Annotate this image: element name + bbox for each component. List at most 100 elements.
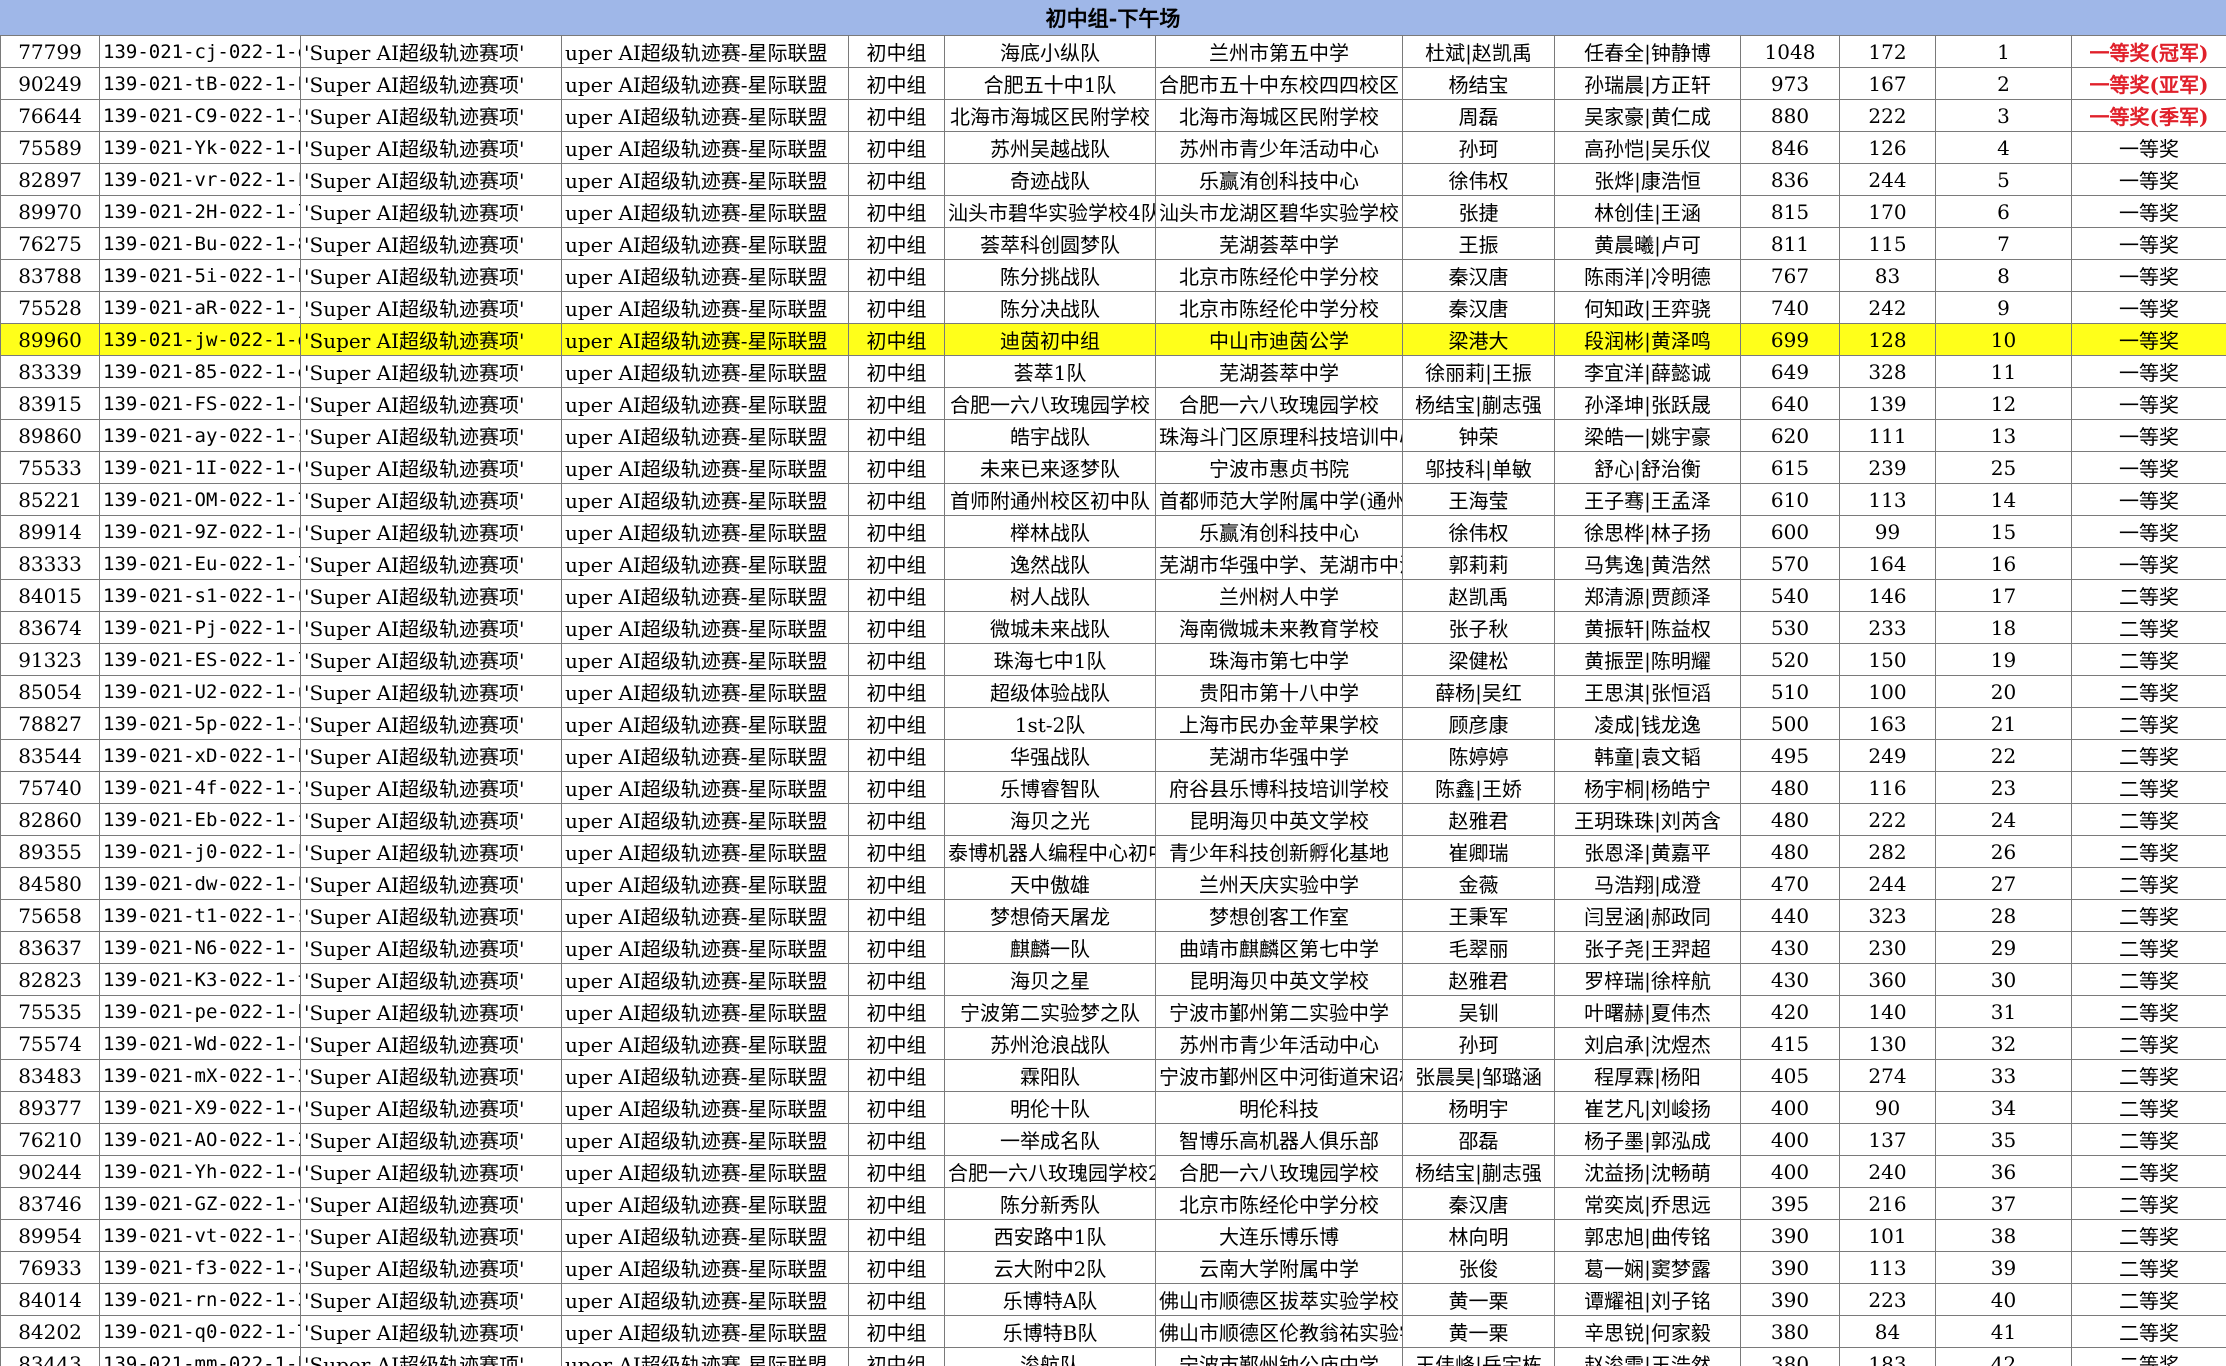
cell-team-name[interactable]: 奇迹战队 [944,163,1156,196]
cell-score[interactable]: 380 [1740,1347,1840,1366]
cell-event-name[interactable]: 'Super AI超级轨迹赛项' [300,419,562,452]
table-row[interactable]: 89960 139-021-jw-022-1-d 'Super AI超级轨迹赛项' u… [0,323,2226,356]
cell-score[interactable]: 400 [1740,1123,1840,1156]
cell-entry-id[interactable]: 89960 [0,323,100,356]
cell-event-category[interactable]: uper AI超级轨迹赛-星际联盟 [561,1251,849,1284]
cell-group[interactable]: 初中组 [848,195,945,228]
cell-members[interactable]: 孙泽坤|张跃晟 [1554,387,1741,420]
cell-event-name[interactable]: 'Super AI超级轨迹赛项' [300,355,562,388]
cell-event-name[interactable]: 'Super AI超级轨迹赛项' [300,1347,562,1366]
cell-registration-code[interactable]: 139-021-U2-022-1-u [99,675,301,708]
cell-event-name[interactable]: 'Super AI超级轨迹赛项' [300,611,562,644]
cell-registration-code[interactable]: 139-021-K3-022-1-t [99,963,301,996]
cell-time[interactable]: 167 [1839,67,1936,100]
cell-event-category[interactable]: uper AI超级轨迹赛-星际联盟 [561,675,849,708]
cell-score[interactable]: 430 [1740,931,1840,964]
cell-score[interactable]: 420 [1740,995,1840,1028]
cell-coach[interactable]: 张捷 [1402,195,1555,228]
cell-registration-code[interactable]: 139-021-FS-022-1-h [99,387,301,420]
cell-entry-id[interactable]: 75528 [0,291,100,324]
cell-time[interactable]: 128 [1839,323,1936,356]
cell-members[interactable]: 程厚霖|杨阳 [1554,1059,1741,1092]
cell-team-name[interactable]: 华强战队 [944,739,1156,772]
cell-registration-code[interactable]: 139-021-Pj-022-1-h [99,611,301,644]
cell-registration-code[interactable]: 139-021-GZ-022-1-v [99,1187,301,1220]
cell-event-name[interactable]: 'Super AI超级轨迹赛项' [300,1027,562,1060]
cell-registration-code[interactable]: 139-021-vt-022-1-s [99,1219,301,1252]
cell-event-name[interactable]: 'Super AI超级轨迹赛项' [300,131,562,164]
cell-coach[interactable]: 秦汉唐 [1402,1187,1555,1220]
cell-award[interactable]: 一等奖 [2071,195,2226,228]
cell-entry-id[interactable]: 75658 [0,899,100,932]
cell-members[interactable]: 吴家豪|黄仁成 [1554,99,1741,132]
cell-event-category[interactable]: uper AI超级轨迹赛-星际联盟 [561,739,849,772]
cell-time[interactable]: 222 [1839,99,1936,132]
cell-rank[interactable]: 7 [1935,227,2072,260]
cell-school[interactable]: 府谷县乐博科技培训学校 [1155,771,1403,804]
cell-team-name[interactable]: 合肥五十中1队 [944,67,1156,100]
cell-award[interactable]: 二等奖 [2071,1283,2226,1316]
cell-time[interactable]: 170 [1839,195,1936,228]
cell-registration-code[interactable]: 139-021-mX-022-1-3 [99,1059,301,1092]
cell-time[interactable]: 222 [1839,803,1936,836]
cell-members[interactable]: 马隽逸|黄浩然 [1554,547,1741,580]
cell-school[interactable]: 昆明海贝中英文学校 [1155,963,1403,996]
cell-members[interactable]: 梁皓一|姚宇豪 [1554,419,1741,452]
table-row[interactable]: 83333 139-021-Eu-022-1-l 'Super AI超级轨迹赛项' u… [0,547,2226,580]
cell-coach[interactable]: 邵磊 [1402,1123,1555,1156]
table-row[interactable]: 76275 139-021-Bu-022-1-8 'Super AI超级轨迹赛项' u… [0,227,2226,260]
cell-entry-id[interactable]: 82897 [0,163,100,196]
cell-event-category[interactable]: uper AI超级轨迹赛-星际联盟 [561,579,849,612]
cell-rank[interactable]: 34 [1935,1091,2072,1124]
cell-score[interactable]: 480 [1740,835,1840,868]
cell-group[interactable]: 初中组 [848,643,945,676]
table-row[interactable]: 89914 139-021-9Z-022-1-n 'Super AI超级轨迹赛项' u… [0,515,2226,548]
cell-event-category[interactable]: uper AI超级轨迹赛-星际联盟 [561,355,849,388]
cell-award[interactable]: 二等奖 [2071,739,2226,772]
cell-rank[interactable]: 29 [1935,931,2072,964]
cell-score[interactable]: 520 [1740,643,1840,676]
table-row[interactable]: 89377 139-021-X9-022-1-q 'Super AI超级轨迹赛项' u… [0,1091,2226,1124]
cell-time[interactable]: 84 [1839,1315,1936,1348]
table-row[interactable]: 84015 139-021-s1-022-1-u 'Super AI超级轨迹赛项' u… [0,579,2226,612]
cell-event-name[interactable]: 'Super AI超级轨迹赛项' [300,835,562,868]
cell-event-name[interactable]: 'Super AI超级轨迹赛项' [300,323,562,356]
cell-event-name[interactable]: 'Super AI超级轨迹赛项' [300,739,562,772]
cell-team-name[interactable]: 荟萃1队 [944,355,1156,388]
cell-registration-code[interactable]: 139-021-X9-022-1-q [99,1091,301,1124]
cell-score[interactable]: 615 [1740,451,1840,484]
cell-award[interactable]: 二等奖 [2071,771,2226,804]
cell-coach[interactable]: 梁港大 [1402,323,1555,356]
cell-school[interactable]: 合肥市五十中东校四四校区 [1155,67,1403,100]
cell-rank[interactable]: 36 [1935,1155,2072,1188]
table-row[interactable]: 89970 139-021-2H-022-1-l 'Super AI超级轨迹赛项' u… [0,195,2226,228]
cell-award[interactable]: 二等奖 [2071,931,2226,964]
cell-score[interactable]: 811 [1740,227,1840,260]
cell-rank[interactable]: 1 [1935,35,2072,68]
cell-school[interactable]: 乐赢洧创科技中心 [1155,163,1403,196]
cell-rank[interactable]: 22 [1935,739,2072,772]
cell-members[interactable]: 叶曙赫|夏伟杰 [1554,995,1741,1028]
cell-team-name[interactable]: 乐博特B队 [944,1315,1156,1348]
cell-event-name[interactable]: 'Super AI超级轨迹赛项' [300,1251,562,1284]
cell-event-category[interactable]: uper AI超级轨迹赛-星际联盟 [561,291,849,324]
cell-group[interactable]: 初中组 [848,867,945,900]
cell-group[interactable]: 初中组 [848,99,945,132]
cell-time[interactable]: 164 [1839,547,1936,580]
cell-group[interactable]: 初中组 [848,547,945,580]
cell-school[interactable]: 兰州天庆实验中学 [1155,867,1403,900]
cell-time[interactable]: 244 [1839,163,1936,196]
cell-score[interactable]: 640 [1740,387,1840,420]
table-row[interactable]: 75528 139-021-aR-022-1-j 'Super AI超级轨迹赛项' u… [0,291,2226,324]
cell-event-name[interactable]: 'Super AI超级轨迹赛项' [300,1187,562,1220]
cell-score[interactable]: 390 [1740,1283,1840,1316]
cell-team-name[interactable]: 一举成名队 [944,1123,1156,1156]
cell-school[interactable]: 北京市陈经伦中学分校 [1155,291,1403,324]
cell-event-category[interactable]: uper AI超级轨迹赛-星际联盟 [561,1059,849,1092]
cell-coach[interactable]: 林向明 [1402,1219,1555,1252]
cell-team-name[interactable]: 榉林战队 [944,515,1156,548]
cell-time[interactable]: 101 [1839,1219,1936,1252]
cell-school[interactable]: 中山市迪茵公学 [1155,323,1403,356]
cell-award[interactable]: 二等奖 [2071,1027,2226,1060]
cell-event-name[interactable]: 'Super AI超级轨迹赛项' [300,899,562,932]
